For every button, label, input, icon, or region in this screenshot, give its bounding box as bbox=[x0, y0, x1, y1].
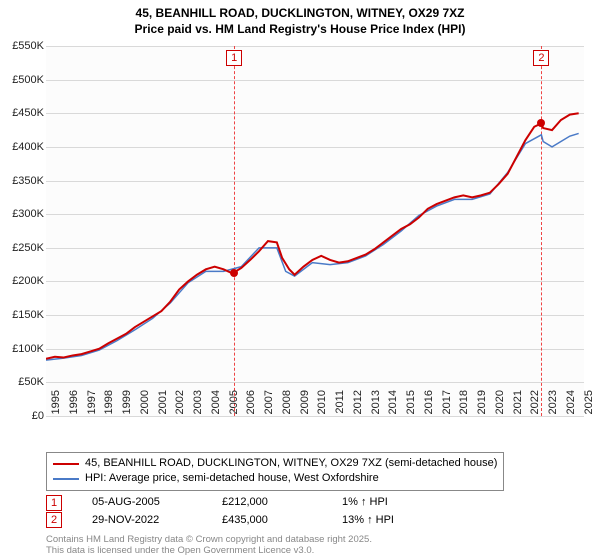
y-axis-label: £100K bbox=[12, 343, 44, 355]
x-axis-label: 1996 bbox=[68, 390, 80, 420]
y-axis-label: £250K bbox=[12, 242, 44, 254]
x-axis-label: 2020 bbox=[494, 390, 506, 420]
x-axis-label: 2021 bbox=[512, 390, 524, 420]
x-axis-label: 2016 bbox=[423, 390, 435, 420]
legend-item: HPI: Average price, semi-detached house,… bbox=[53, 471, 497, 486]
legend-swatch bbox=[53, 463, 79, 465]
x-axis-label: 2003 bbox=[192, 390, 204, 420]
y-axis-label: £50K bbox=[18, 376, 44, 388]
marker-badge: 2 bbox=[533, 50, 549, 66]
marker-pct: 1% ↑ HPI bbox=[342, 494, 388, 512]
x-axis-label: 2013 bbox=[370, 390, 382, 420]
chart-title: 45, BEANHILL ROAD, DUCKLINGTON, WITNEY, … bbox=[0, 0, 600, 37]
x-axis-label: 2022 bbox=[529, 390, 541, 420]
x-axis-label: 2002 bbox=[174, 390, 186, 420]
x-axis-label: 2014 bbox=[387, 390, 399, 420]
marker-badge: 1 bbox=[46, 495, 62, 511]
chart-area: £0£50K£100K£150K£200K£250K£300K£350K£400… bbox=[46, 46, 584, 416]
marker-pct: 13% ↑ HPI bbox=[342, 512, 394, 530]
y-axis-label: £450K bbox=[12, 107, 44, 119]
x-axis-label: 2004 bbox=[210, 390, 222, 420]
marker-price: £435,000 bbox=[222, 512, 312, 530]
x-axis-label: 2017 bbox=[441, 390, 453, 420]
y-axis-label: £150K bbox=[12, 309, 44, 321]
y-axis-label: £0 bbox=[32, 410, 44, 422]
legend-swatch bbox=[53, 478, 79, 480]
attribution: Contains HM Land Registry data © Crown c… bbox=[46, 534, 372, 557]
marker-dot bbox=[537, 119, 545, 127]
y-axis-label: £400K bbox=[12, 141, 44, 153]
marker-table: 1 05-AUG-2005 £212,000 1% ↑ HPI 2 29-NOV… bbox=[46, 494, 394, 529]
marker-row: 1 05-AUG-2005 £212,000 1% ↑ HPI bbox=[46, 494, 394, 512]
marker-badge: 2 bbox=[46, 512, 62, 528]
x-axis-label: 2024 bbox=[565, 390, 577, 420]
x-axis-label: 2012 bbox=[352, 390, 364, 420]
y-axis-label: £300K bbox=[12, 208, 44, 220]
x-axis-label: 2008 bbox=[281, 390, 293, 420]
legend-item: 45, BEANHILL ROAD, DUCKLINGTON, WITNEY, … bbox=[53, 456, 497, 471]
y-axis-label: £200K bbox=[12, 275, 44, 287]
x-axis-label: 2023 bbox=[547, 390, 559, 420]
x-axis-label: 1999 bbox=[121, 390, 133, 420]
marker-date: 05-AUG-2005 bbox=[92, 494, 192, 512]
x-axis-label: 2001 bbox=[157, 390, 169, 420]
y-axis-label: £550K bbox=[12, 40, 44, 52]
legend-label: HPI: Average price, semi-detached house,… bbox=[85, 471, 379, 486]
marker-badge: 1 bbox=[226, 50, 242, 66]
y-axis-label: £350K bbox=[12, 175, 44, 187]
x-axis-label: 2018 bbox=[458, 390, 470, 420]
legend-label: 45, BEANHILL ROAD, DUCKLINGTON, WITNEY, … bbox=[85, 456, 497, 471]
y-axis-label: £500K bbox=[12, 74, 44, 86]
x-axis-label: 1997 bbox=[86, 390, 98, 420]
series-price_paid bbox=[46, 113, 579, 359]
x-axis-label: 2025 bbox=[583, 390, 595, 420]
x-axis-label: 1998 bbox=[103, 390, 115, 420]
x-axis-label: 1995 bbox=[50, 390, 62, 420]
x-axis-label: 2010 bbox=[316, 390, 328, 420]
marker-dot bbox=[230, 269, 238, 277]
x-axis-label: 2007 bbox=[263, 390, 275, 420]
x-axis-label: 2005 bbox=[228, 390, 240, 420]
x-axis-label: 2006 bbox=[245, 390, 257, 420]
legend: 45, BEANHILL ROAD, DUCKLINGTON, WITNEY, … bbox=[46, 452, 504, 491]
series-hpi bbox=[46, 133, 579, 360]
marker-row: 2 29-NOV-2022 £435,000 13% ↑ HPI bbox=[46, 512, 394, 530]
x-axis-label: 2019 bbox=[476, 390, 488, 420]
x-axis-label: 2011 bbox=[334, 390, 346, 420]
x-axis-label: 2009 bbox=[299, 390, 311, 420]
marker-date: 29-NOV-2022 bbox=[92, 512, 192, 530]
x-axis-label: 2000 bbox=[139, 390, 151, 420]
x-axis-label: 2015 bbox=[405, 390, 417, 420]
marker-price: £212,000 bbox=[222, 494, 312, 512]
chart-svg bbox=[46, 46, 584, 416]
